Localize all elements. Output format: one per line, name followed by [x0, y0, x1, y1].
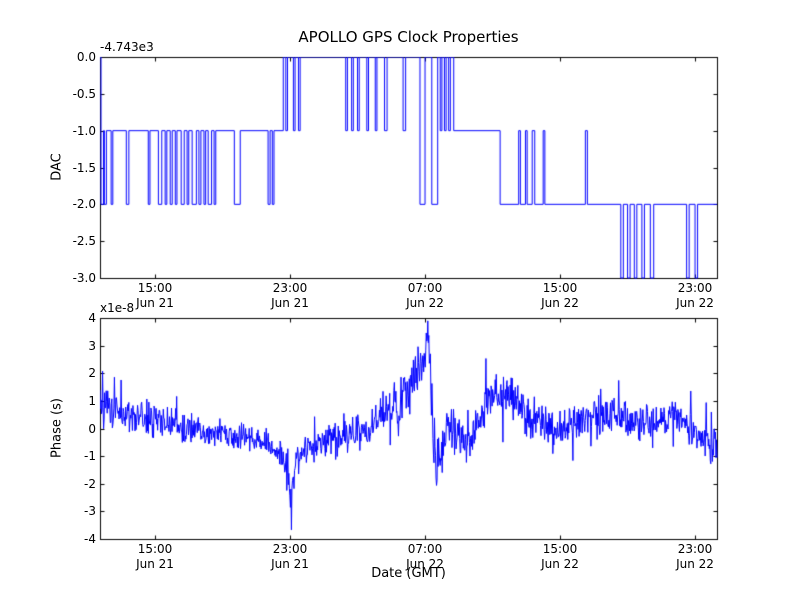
phase-y-tick-label: -2	[84, 477, 96, 491]
dac-y-tick-label: -1.5	[72, 161, 96, 175]
phase-y-tick-label: -1	[84, 449, 96, 463]
phase-y-tick-label: 3	[88, 339, 96, 353]
phase-axis-offset-label: x1e-8	[100, 301, 135, 315]
phase-x-tick-label: 07:00 Jun 22	[406, 542, 444, 571]
phase-y-tick-label: 1	[88, 394, 96, 408]
dac-x-tick-label: 23:00 Jun 21	[271, 281, 309, 310]
chart-title: APOLLO GPS Clock Properties	[298, 28, 519, 46]
phase-y-tick-label: -4	[84, 532, 96, 546]
dac-y-tick-label: -3.0	[72, 271, 96, 285]
phase-x-tick-label: 15:00 Jun 22	[541, 542, 579, 571]
x-axis-label: Date (GMT)	[371, 566, 446, 581]
dac-x-tick-label: 07:00 Jun 22	[406, 281, 444, 310]
phase-y-tick-label: -3	[84, 504, 96, 518]
phase-x-tick-label: 23:00 Jun 22	[676, 542, 714, 571]
dac-y-tick-label: -0.5	[72, 87, 96, 101]
dac-x-tick-label: 15:00 Jun 22	[541, 281, 579, 310]
phase-x-tick-label: 23:00 Jun 21	[271, 542, 309, 571]
phase-x-tick-label: 15:00 Jun 21	[136, 542, 174, 571]
phase-y-tick-label: 0	[88, 422, 96, 436]
dac-x-tick-label: 15:00 Jun 21	[136, 281, 174, 310]
phase-y-tick-label: 2	[88, 366, 96, 380]
dac-x-tick-label: 23:00 Jun 22	[676, 281, 714, 310]
dac-axis-offset-label: -4.743e3	[100, 40, 154, 54]
phase-y-tick-label: 4	[88, 311, 96, 325]
dac-y-tick-label: -1.0	[72, 124, 96, 138]
dac-y-tick-label: -2.5	[72, 234, 96, 248]
dac-y-tick-label: -2.0	[72, 197, 96, 211]
dac-y-tick-label: 0.0	[76, 50, 96, 64]
